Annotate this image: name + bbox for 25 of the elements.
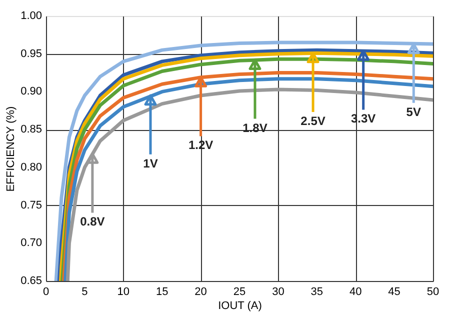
y-axis-title: EFFICIENCY (%) bbox=[5, 106, 17, 192]
x-tick-label: 30 bbox=[272, 286, 284, 298]
y-tick-label: 0.90 bbox=[20, 86, 42, 98]
x-axis-title: IOUT (A) bbox=[218, 300, 262, 312]
annotation: 0.8V bbox=[80, 214, 105, 229]
annotation: 1V bbox=[143, 156, 158, 170]
annotation: 5V bbox=[406, 104, 421, 119]
y-tick-label: 0.85 bbox=[20, 124, 42, 136]
x-tick-label: 45 bbox=[388, 286, 400, 298]
y-tick-label: 0.65 bbox=[20, 275, 42, 287]
y-tick-label: 0.80 bbox=[20, 161, 42, 174]
x-tick-label: 5 bbox=[82, 286, 88, 298]
x-tick-label: 50 bbox=[426, 286, 440, 298]
x-tick-label: 10 bbox=[117, 286, 130, 298]
x-tick-label: 35 bbox=[310, 286, 324, 298]
x-tick-label: 25 bbox=[233, 286, 246, 298]
y-tick-label: 0.95 bbox=[20, 48, 42, 60]
x-tick-label: 0 bbox=[42, 286, 50, 298]
x-tick-label: 20 bbox=[194, 286, 207, 298]
y-tick-label: 0.70 bbox=[20, 237, 42, 250]
x-tick-label: 15 bbox=[156, 286, 168, 298]
y-tick-label: 0.75 bbox=[20, 199, 42, 212]
annotation: 2.5V bbox=[300, 114, 326, 128]
x-tick-label: 40 bbox=[349, 286, 362, 298]
y-tick-label: 1.00 bbox=[20, 10, 42, 22]
